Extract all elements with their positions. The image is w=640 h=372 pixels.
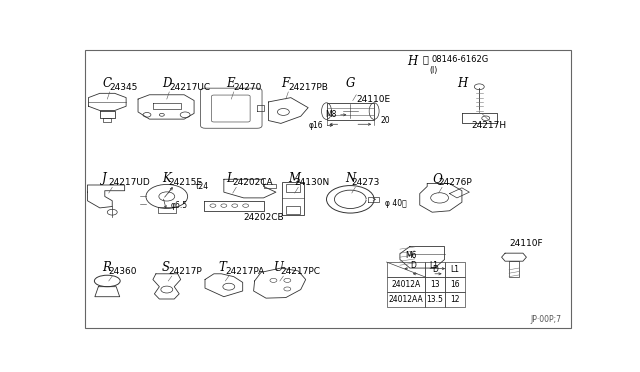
Text: φ6.5: φ6.5 — [171, 201, 188, 211]
Text: 24276P: 24276P — [438, 178, 472, 187]
Bar — [425, 277, 445, 292]
Text: L1: L1 — [429, 261, 438, 270]
Text: 08146-6162G: 08146-6162G — [431, 55, 488, 64]
Text: JP·00P;7: JP·00P;7 — [530, 315, 561, 324]
Text: τ24: τ24 — [195, 182, 209, 191]
Text: T: T — [219, 261, 227, 274]
Bar — [387, 277, 425, 292]
Bar — [445, 277, 465, 292]
Text: L1: L1 — [451, 265, 460, 274]
Bar — [445, 292, 465, 307]
Text: 24217UD: 24217UD — [109, 178, 150, 187]
Text: 24345: 24345 — [110, 83, 138, 92]
Text: U: U — [273, 261, 284, 274]
Text: 24202CA: 24202CA — [233, 178, 273, 187]
Bar — [425, 292, 445, 307]
Text: Q: Q — [432, 172, 442, 185]
Text: 24012A: 24012A — [391, 280, 420, 289]
Text: 24215E: 24215E — [168, 178, 202, 187]
Text: 24273: 24273 — [352, 178, 380, 187]
Bar — [286, 184, 300, 192]
Bar — [425, 262, 445, 277]
Text: 24110F: 24110F — [509, 239, 543, 248]
Text: 13: 13 — [430, 280, 440, 289]
Text: 12: 12 — [450, 295, 460, 304]
Text: L: L — [227, 172, 234, 185]
Bar — [387, 262, 425, 277]
Text: S: S — [162, 261, 170, 274]
Text: 24270: 24270 — [234, 83, 262, 92]
Text: H: H — [408, 55, 421, 68]
Text: Ⓑ: Ⓑ — [422, 55, 428, 65]
Bar — [282, 182, 304, 215]
Text: 24130N: 24130N — [295, 178, 330, 187]
Text: 20: 20 — [380, 116, 390, 125]
Text: M6: M6 — [405, 251, 417, 260]
Text: N: N — [346, 172, 356, 185]
Text: 24217PB: 24217PB — [288, 83, 328, 92]
Text: H: H — [457, 77, 467, 90]
Text: E: E — [227, 77, 235, 90]
Text: 16: 16 — [450, 280, 460, 289]
Bar — [387, 292, 425, 307]
Text: φ16: φ16 — [309, 121, 324, 130]
Text: D: D — [162, 77, 172, 90]
Text: 24110E: 24110E — [356, 95, 390, 104]
Text: 24217UC: 24217UC — [169, 83, 211, 92]
Text: 24360: 24360 — [109, 267, 137, 276]
Bar — [509, 261, 519, 277]
Text: (I): (I) — [429, 66, 438, 75]
Bar — [286, 206, 300, 214]
Text: 24217H: 24217H — [472, 121, 507, 129]
Text: C: C — [102, 77, 111, 90]
Text: 24202CB: 24202CB — [244, 214, 284, 222]
Text: 13.5: 13.5 — [427, 295, 444, 304]
Text: 24217PC: 24217PC — [280, 267, 320, 276]
Text: M8: M8 — [326, 110, 337, 119]
Text: J: J — [102, 172, 107, 185]
Text: D: D — [410, 261, 416, 270]
Text: K: K — [162, 172, 171, 185]
Text: 24012AA: 24012AA — [388, 295, 423, 304]
Text: φ 40用: φ 40用 — [385, 199, 406, 208]
Text: 24217PA: 24217PA — [225, 267, 264, 276]
Text: R: R — [102, 261, 111, 274]
Text: G: G — [346, 77, 355, 90]
Text: D: D — [432, 265, 438, 274]
Text: M: M — [288, 172, 300, 185]
Bar — [445, 262, 465, 277]
Text: 24217P: 24217P — [168, 267, 202, 276]
Bar — [326, 103, 374, 120]
Text: F: F — [281, 77, 289, 90]
